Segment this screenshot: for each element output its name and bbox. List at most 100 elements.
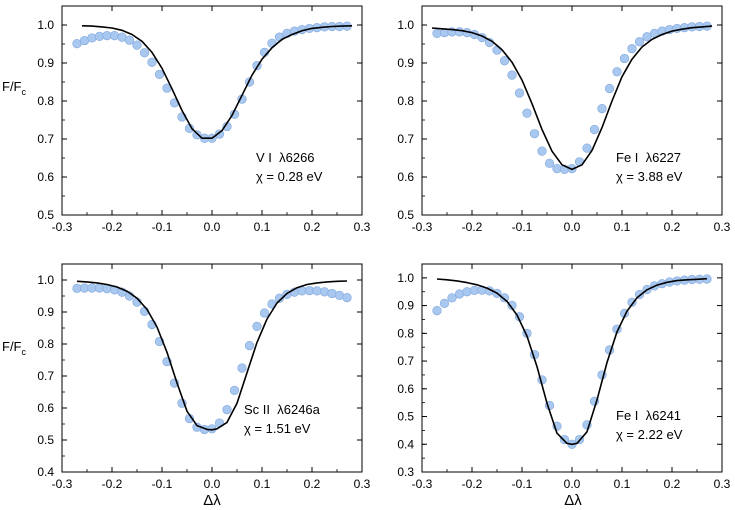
observed-point [627, 43, 637, 54]
y-tick-label: 0.3 [397, 465, 414, 479]
observed-point [522, 108, 532, 118]
observed-point [439, 298, 450, 308]
panel-top-left: -0.3 -0.2 -0.1 0.0 0.1 0.2 0.3 0.5 0.6 0.7 0.8 0.9 1… [37, 5, 371, 234]
x-tick-label: 0.0 [204, 220, 221, 234]
observed-point [514, 88, 525, 98]
observed-point [259, 308, 270, 318]
observed-point [87, 33, 97, 43]
x-axis-label-left: Δλ [203, 492, 221, 509]
observed-point [319, 287, 330, 297]
y-tick-label: 0.6 [397, 170, 414, 184]
x-tick-label: -0.2 [102, 220, 123, 234]
observed-point [139, 48, 150, 58]
y-tick-label: 0.5 [37, 208, 54, 222]
y-tick-label: 0.6 [37, 401, 54, 415]
x-tick-label: 0.0 [564, 220, 581, 234]
observed-point [132, 40, 142, 50]
x-tick-label: 0.0 [204, 477, 221, 491]
y-axis-label-top: F/Fc [2, 79, 27, 97]
y-tick-label: 0.8 [397, 94, 414, 108]
excitation-label: χ = 1.51 eV [244, 421, 311, 436]
y-tick-label: 0.6 [37, 170, 54, 184]
x-tick-label: 0.1 [614, 220, 631, 234]
y-tick-label: 1.0 [37, 273, 54, 287]
x-tick-label: 0.3 [354, 220, 371, 234]
observed-point [619, 53, 630, 64]
line-label: Fe I λ6227 [616, 150, 681, 165]
y-tick-label: 0.8 [37, 94, 54, 108]
y-tick-label: 0.5 [397, 208, 414, 222]
x-tick-label: -0.2 [462, 220, 483, 234]
x-tick-label: -0.1 [152, 477, 173, 491]
y-axis-label-bottom: F/Fc [2, 339, 27, 357]
observed-point [154, 69, 165, 79]
x-tick-label: 0.3 [354, 477, 371, 491]
observed-point [507, 300, 517, 310]
y-tick-label: 0.7 [397, 132, 414, 146]
excitation-label: χ = 2.22 eV [616, 427, 683, 442]
observed-point [237, 363, 247, 373]
observed-point [604, 83, 615, 94]
y-tick-label: 0.9 [37, 305, 54, 319]
observed-point [537, 146, 547, 156]
y-tick-label: 0.7 [37, 132, 54, 146]
observed-point [627, 297, 637, 307]
y-tick-label: 1.0 [397, 18, 414, 32]
observed-point [642, 32, 652, 42]
x-tick-label: 0.1 [614, 477, 631, 491]
excitation-label: χ = 0.28 eV [256, 169, 323, 184]
model-profile-line [431, 25, 713, 171]
observed-point [342, 293, 352, 303]
model-profile-line [436, 277, 708, 446]
x-tick-label: 0.2 [664, 477, 681, 491]
observed-point [124, 35, 135, 45]
observed-point [544, 158, 555, 168]
observed-point [252, 321, 262, 332]
observed-point [222, 405, 232, 415]
y-tick-label: 0.4 [37, 465, 54, 479]
x-tick-label: -0.1 [152, 220, 173, 234]
model-profile-line [81, 25, 353, 139]
observed-point [244, 341, 255, 351]
observed-point [147, 57, 157, 67]
x-tick-label: -0.2 [462, 477, 483, 491]
x-tick-label: 0.2 [664, 220, 681, 234]
x-tick-label: -0.3 [52, 477, 73, 491]
y-tick-label: 0.9 [37, 56, 54, 70]
x-tick-label: -0.1 [512, 220, 533, 234]
observed-point [559, 434, 570, 445]
x-tick-label: -0.2 [102, 477, 123, 491]
y-tick-label: 0.9 [397, 299, 414, 313]
observed-point [612, 67, 622, 77]
y-tick-label: 0.7 [37, 369, 54, 383]
x-tick-label: 0.2 [304, 477, 321, 491]
x-tick-label: 0.3 [714, 477, 731, 491]
x-tick-label: 0.1 [254, 220, 271, 234]
observed-point [432, 305, 442, 316]
observed-point [274, 293, 285, 303]
y-tick-label: 0.5 [37, 433, 54, 447]
observed-point [192, 130, 202, 140]
observed-point [529, 129, 540, 139]
panel-top-right: -0.3 -0.2 -0.1 0.0 0.1 0.2 0.3 0.5 0.6 0.7 0.8 0.9 1… [397, 5, 731, 234]
observed-point [499, 293, 510, 303]
y-tick-label: 1.0 [397, 271, 414, 285]
y-tick-label: 0.9 [397, 56, 414, 70]
x-tick-label: -0.3 [412, 220, 433, 234]
x-tick-label: 0.2 [304, 220, 321, 234]
model-profile-line [76, 280, 348, 431]
observed-point [109, 31, 120, 41]
panel-bottom-right: -0.3 -0.2 -0.1 0.0 0.1 0.2 0.3 0.3 0.4 0.5 0.6 0.7 0… [397, 263, 731, 491]
panel-bottom-left: -0.3 -0.2 -0.1 0.0 0.1 0.2 0.3 0.4 0.5 0.6 0.7 0.8 0… [37, 263, 371, 491]
observed-point [462, 287, 472, 297]
observed-point [597, 103, 607, 114]
x-tick-label: 0.1 [254, 477, 271, 491]
x-tick-label: -0.1 [512, 477, 533, 491]
x-tick-label: 0.0 [564, 477, 581, 491]
y-tick-label: 0.5 [397, 410, 414, 424]
x-tick-label: 0.3 [714, 220, 731, 234]
observed-point [229, 385, 240, 396]
observed-point [447, 293, 457, 303]
line-label: V I λ6266 [256, 150, 315, 165]
